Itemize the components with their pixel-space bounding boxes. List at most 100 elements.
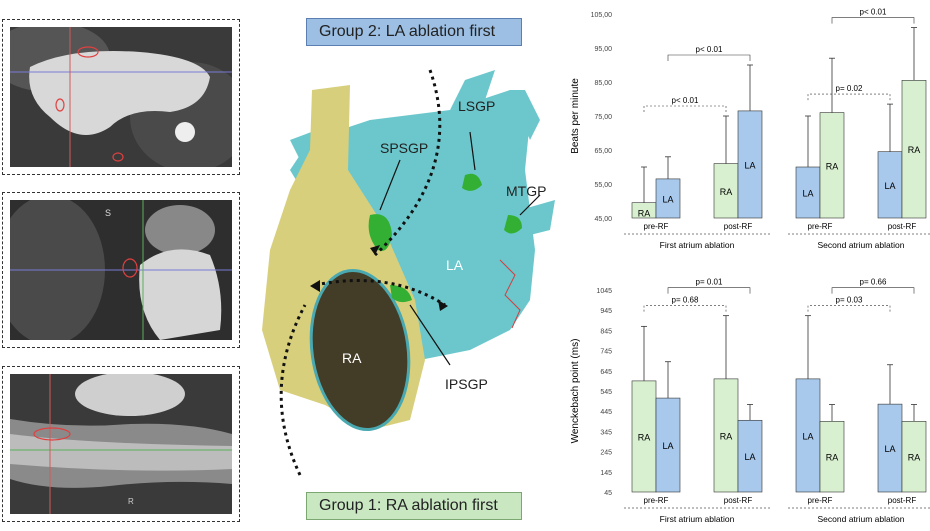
bar-label: LA	[802, 189, 813, 199]
y-tick-label: 445	[600, 409, 612, 416]
y-tick-label: 345	[600, 429, 612, 436]
dotted-arrow-right	[373, 69, 442, 257]
ipsgp-patch	[390, 285, 412, 303]
mtgp-patch	[504, 215, 522, 234]
significance-bracket	[807, 305, 891, 312]
significance-bracket	[831, 17, 915, 24]
group-title: First atrium ablation	[660, 240, 735, 250]
ct-image-top	[10, 27, 232, 167]
bar-label: LA	[884, 444, 895, 454]
bar-ra	[713, 163, 739, 219]
y-tick-label: 645	[600, 369, 612, 376]
y-tick-label: 745	[600, 349, 612, 356]
y-tick-label: 65,00	[594, 148, 612, 155]
lsgp-label: LSGP	[458, 98, 496, 114]
dotted-arrow-left	[279, 304, 307, 476]
ipsgp-label: IPSGP	[445, 376, 488, 392]
y-tick-label: 85,00	[594, 80, 612, 87]
bar-label: LA	[884, 181, 895, 191]
category-label: post-RF	[724, 222, 753, 231]
group-title: First atrium ablation	[660, 514, 735, 524]
bar-label: LA	[662, 441, 673, 451]
category-label: pre-RF	[644, 222, 669, 231]
bar-label: LA	[744, 160, 755, 170]
y-tick-label: 55,00	[594, 182, 612, 189]
p-value-label: p= 0.02	[836, 84, 863, 93]
y-tick-label: 945	[600, 308, 612, 315]
p-value-label: p= 0.68	[672, 296, 699, 305]
spsgp-label: SPSGP	[380, 140, 429, 156]
p-value-label: p= 0.66	[860, 278, 887, 287]
category-label: post-RF	[888, 496, 917, 505]
p-value-label: p< 0.01	[860, 8, 887, 17]
category-label: post-RF	[724, 496, 753, 505]
bar-la	[655, 397, 681, 493]
lsgp-patch	[462, 173, 482, 191]
p-value-label: p= 0.03	[836, 296, 863, 305]
y-tick-label: 845	[600, 328, 612, 335]
bar-la	[877, 403, 903, 493]
y-tick-label: 45	[604, 490, 612, 497]
significance-bracket	[831, 287, 915, 294]
y-tick-label: 45,00	[594, 216, 612, 223]
p-value-label: p< 0.01	[696, 45, 723, 54]
bar-la	[737, 110, 763, 219]
dotted-arrow-horizontal	[314, 279, 446, 307]
y-axis-label: Wenckebach point (ms)	[570, 339, 581, 444]
bar-la	[655, 178, 681, 219]
bar-la	[877, 151, 903, 219]
group-title: Second atrium ablation	[818, 514, 905, 524]
y-tick-label: 545	[600, 389, 612, 396]
bar-label: LA	[744, 452, 755, 462]
significance-bracket	[643, 305, 727, 312]
group1-label: Group 1: RA ablation first	[306, 492, 522, 520]
category-label: pre-RF	[808, 496, 833, 505]
bar-label: RA	[720, 187, 733, 197]
bar-label: LA	[662, 194, 673, 204]
category-label: post-RF	[888, 222, 917, 231]
bar-label: RA	[826, 161, 839, 171]
ct-image-bottom: R	[10, 374, 232, 514]
chart-heart-rate: Beats per minute 45,00 55,00 65,00 75,00 85,0…	[568, 0, 930, 262]
significance-bracket	[667, 54, 751, 61]
bar-label: RA	[908, 453, 921, 463]
spsgp-patch	[368, 214, 392, 251]
y-tick-label: 145	[600, 470, 612, 477]
ct-image-middle: S	[10, 200, 232, 340]
bar-ra	[713, 378, 739, 493]
significance-bracket	[667, 287, 751, 294]
heart-illustration	[262, 69, 555, 476]
y-tick-label: 75,00	[594, 114, 612, 121]
p-value-label: p< 0.01	[672, 96, 699, 105]
ct-panel-middle: S	[2, 192, 240, 348]
ra-opening	[309, 268, 411, 432]
y-tick-label: 95,00	[594, 46, 612, 53]
y-axis-label: Beats per minute	[570, 78, 581, 154]
bar-label: RA	[826, 453, 839, 463]
ct-panel-bottom: R	[2, 366, 240, 522]
bar-la	[737, 419, 763, 493]
bar-label: RA	[908, 145, 921, 155]
ct-bottom-orientation-label: R	[128, 497, 134, 506]
ra-label: RA	[342, 350, 362, 366]
significance-bracket	[807, 93, 891, 101]
bar-label: RA	[720, 431, 733, 441]
bar-ra	[819, 421, 845, 493]
category-label: pre-RF	[808, 222, 833, 231]
y-tick-label: 245	[600, 450, 612, 457]
ct-panel-top	[2, 19, 240, 175]
y-tick-label: 1045	[596, 288, 612, 295]
significance-bracket	[643, 105, 727, 112]
ct-mid-orientation-label: S	[105, 208, 111, 218]
p-value-label: p= 0.01	[696, 278, 723, 287]
bar-label: LA	[802, 431, 813, 441]
bar-ra	[819, 112, 845, 219]
bar-label: RA	[638, 209, 651, 219]
y-tick-label: 105,00	[591, 12, 613, 19]
bar-label: RA	[638, 432, 651, 442]
mtgp-label: MTGP	[506, 183, 547, 199]
chart-wenckebach: Wenckebach point (ms) 45 145 245 345 445 545 64…	[568, 272, 930, 531]
category-label: pre-RF	[644, 496, 669, 505]
group-title: Second atrium ablation	[818, 240, 905, 250]
group2-label: Group 2: LA ablation first	[306, 18, 522, 46]
